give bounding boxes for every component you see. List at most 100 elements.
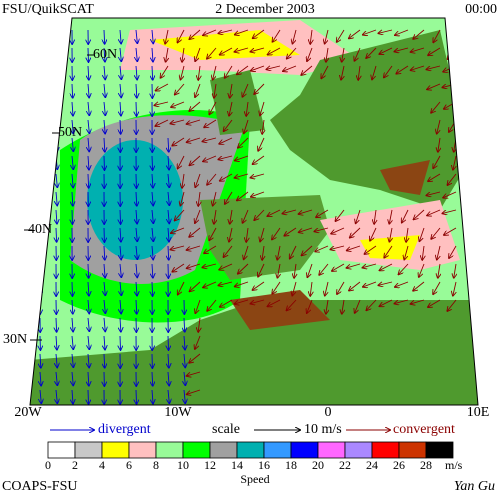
wind-arrow bbox=[104, 263, 105, 278]
wind-arrow bbox=[168, 155, 169, 170]
legend-scale: scale bbox=[212, 422, 240, 437]
wind-arrow bbox=[243, 209, 249, 223]
wind-arrow bbox=[326, 47, 328, 62]
wind-arrow bbox=[56, 335, 57, 350]
wind-arrow bbox=[443, 191, 457, 198]
wind-arrow bbox=[72, 155, 73, 169]
wind-arrow bbox=[187, 389, 201, 394]
wind-arrow bbox=[152, 371, 153, 386]
wind-arrow bbox=[399, 263, 409, 274]
wind-arrow bbox=[202, 263, 217, 267]
wind-arrow bbox=[438, 263, 440, 278]
wind-arrow bbox=[267, 209, 281, 216]
wind-arrow bbox=[136, 299, 137, 314]
wind-arrow bbox=[168, 245, 169, 260]
wind-arrow bbox=[187, 371, 201, 376]
wind-arrow bbox=[184, 317, 185, 332]
wind-arrow bbox=[88, 65, 89, 80]
wind-arrow bbox=[428, 299, 441, 307]
wind-arrow bbox=[152, 47, 153, 62]
wind-arrow bbox=[189, 353, 201, 363]
wind-arrow bbox=[219, 137, 233, 144]
wind-arrow bbox=[187, 245, 201, 250]
wind-arrow bbox=[175, 209, 185, 220]
wind-arrow bbox=[189, 29, 201, 39]
wind-arrow bbox=[428, 47, 441, 55]
wind-arrow bbox=[250, 299, 265, 304]
wind-arrow bbox=[187, 119, 201, 124]
colorbar-tick: 22 bbox=[339, 458, 351, 472]
wind-arrow bbox=[235, 173, 249, 178]
colorbar-tick: 6 bbox=[126, 458, 132, 472]
wind-arrow bbox=[168, 173, 169, 187]
lat-ticks bbox=[24, 54, 95, 341]
wind-arrow bbox=[404, 245, 409, 260]
wind-arrow bbox=[195, 299, 201, 313]
wind-arrow bbox=[244, 245, 249, 259]
wind-arrow bbox=[250, 173, 265, 178]
wind-arrow bbox=[136, 263, 137, 277]
wind-arrow bbox=[72, 389, 73, 404]
wind-arrow bbox=[426, 65, 441, 69]
wind-arrow bbox=[88, 281, 89, 296]
colorbar-swatch bbox=[425, 441, 454, 459]
wind-arrow bbox=[229, 101, 232, 116]
wind-arrow bbox=[307, 47, 313, 61]
wind-arrow bbox=[378, 29, 393, 33]
wind-arrow bbox=[349, 29, 361, 38]
wind-arrow bbox=[262, 245, 264, 260]
wind-arrow bbox=[213, 65, 217, 80]
wind-arrow bbox=[394, 299, 409, 304]
wind-arrow bbox=[411, 65, 425, 70]
wind-arrow bbox=[202, 137, 217, 141]
wind-arrow bbox=[161, 65, 169, 78]
footer-right: Yan Gu bbox=[454, 479, 495, 494]
wind-arrow bbox=[88, 137, 89, 151]
wind-arrow bbox=[220, 47, 233, 55]
wind-arrow bbox=[56, 389, 57, 403]
wind-arrow bbox=[204, 245, 217, 253]
wind-arrow bbox=[72, 137, 73, 151]
wind-arrow bbox=[427, 209, 441, 216]
wind-arrow bbox=[152, 29, 153, 43]
wind-arrow bbox=[449, 245, 457, 258]
wind-arrow bbox=[198, 65, 200, 80]
wind-arrow bbox=[419, 263, 425, 277]
wind-arrow bbox=[184, 353, 185, 367]
wind-arrow bbox=[120, 245, 121, 259]
wind-arrow bbox=[287, 299, 297, 310]
wind-arrow bbox=[335, 209, 345, 221]
wind-arrow bbox=[284, 227, 297, 236]
wind-arrow bbox=[104, 101, 105, 115]
wind-arrow bbox=[178, 29, 185, 42]
colorbar-tick: 20 bbox=[312, 458, 324, 472]
legend-convergent: convergent bbox=[393, 422, 455, 437]
wind-arrow bbox=[88, 389, 89, 404]
wind-arrow bbox=[104, 47, 105, 62]
wind-arrow bbox=[152, 245, 153, 259]
wind-arrow bbox=[209, 227, 217, 240]
wind-arrow bbox=[230, 83, 232, 98]
wind-arrow bbox=[326, 299, 328, 314]
wind-arrow bbox=[419, 227, 425, 241]
wind-arrow bbox=[341, 65, 344, 80]
colorbar-tick: 2 bbox=[72, 458, 78, 472]
wind-arrow bbox=[272, 29, 281, 42]
wind-arrow bbox=[168, 371, 169, 385]
wind-arrow bbox=[56, 173, 57, 187]
wind-arrow bbox=[198, 317, 200, 332]
wind-arrow bbox=[104, 119, 105, 134]
wind-arrow bbox=[292, 29, 297, 44]
wind-arrow bbox=[453, 281, 456, 296]
wind-arrow bbox=[394, 47, 409, 52]
wind-arrow bbox=[168, 209, 169, 223]
wind-arrow bbox=[330, 245, 345, 249]
wind-arrow bbox=[104, 317, 105, 331]
wind-arrow bbox=[195, 335, 201, 349]
wind-arrow bbox=[72, 101, 73, 116]
wind-arrow bbox=[332, 263, 345, 271]
wind-arrow bbox=[120, 65, 121, 79]
wind-arrow bbox=[136, 65, 137, 79]
wind-arrow bbox=[72, 119, 73, 133]
wind-arrow bbox=[384, 245, 393, 258]
